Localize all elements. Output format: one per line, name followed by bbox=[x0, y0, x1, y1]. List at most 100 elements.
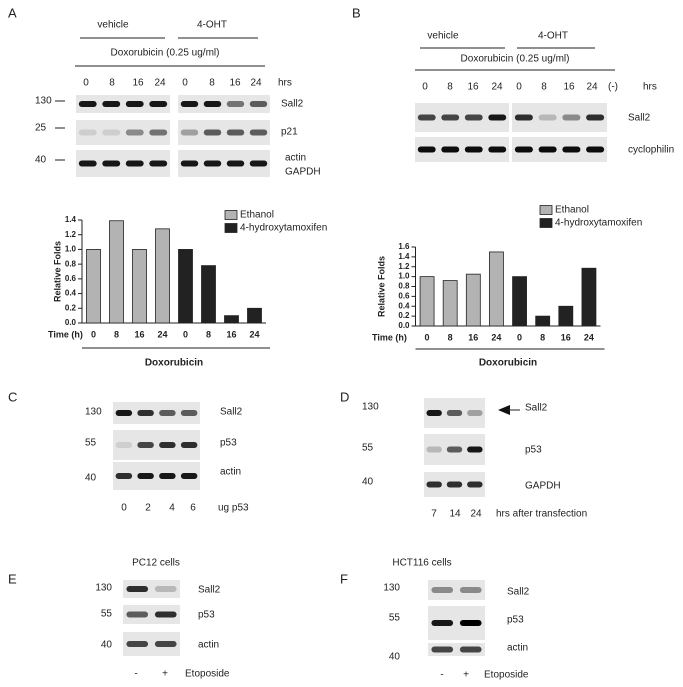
bar bbox=[465, 273, 481, 327]
panel-lanes: - bbox=[134, 669, 137, 680]
x-tick-label: 24 bbox=[491, 332, 501, 342]
blot-band bbox=[78, 101, 97, 107]
blot-band bbox=[464, 146, 483, 153]
x-tick-label: 8 bbox=[206, 329, 211, 339]
x-tick-label: 24 bbox=[584, 332, 594, 342]
blot-band bbox=[431, 587, 454, 593]
blot-band bbox=[180, 129, 199, 136]
blot-row bbox=[428, 580, 485, 600]
panel-letter: B bbox=[352, 5, 361, 20]
panel-lanes: 6 bbox=[190, 503, 196, 514]
blot-band bbox=[125, 129, 144, 136]
x-tick-label: 16 bbox=[468, 332, 478, 342]
bar bbox=[201, 265, 216, 324]
blot-band bbox=[180, 101, 199, 107]
blot-band bbox=[538, 114, 557, 121]
panel-lanes: 16 bbox=[467, 82, 479, 93]
panel-lane-unit: hrs after transfection bbox=[496, 509, 587, 520]
x-tick-label: 24 bbox=[249, 329, 259, 339]
legend-swatch bbox=[539, 218, 553, 228]
blot-band bbox=[249, 129, 268, 136]
x-tick-label: 8 bbox=[114, 329, 119, 339]
panel-lanes: 8 bbox=[109, 78, 115, 89]
panel-treatment: Doxorubicin (0.25 ug/ml) bbox=[111, 48, 220, 59]
blot-band bbox=[126, 586, 149, 592]
x-tick-label: 24 bbox=[157, 329, 167, 339]
panel-lane-unit: ug p53 bbox=[218, 503, 249, 514]
panel-markers: 40 bbox=[35, 155, 47, 166]
y-tick-label: 1.2 bbox=[65, 230, 77, 239]
panel-letter: F bbox=[340, 571, 348, 586]
blot-band bbox=[459, 646, 482, 653]
blot-band bbox=[159, 410, 176, 416]
blot-band bbox=[467, 410, 483, 416]
blot-band bbox=[154, 611, 177, 618]
panel-lanes: (-) bbox=[608, 82, 618, 93]
blot-band bbox=[226, 101, 245, 107]
panel-lane-unit: hrs bbox=[643, 82, 657, 93]
panel-lanes: 2 bbox=[145, 503, 151, 514]
panel-lane-unit: Etoposide bbox=[484, 670, 529, 681]
panel-lanes: 24 bbox=[250, 78, 262, 89]
y-tick-label: 0.0 bbox=[398, 321, 410, 330]
panel-markers: 25 bbox=[35, 123, 47, 134]
blot-band bbox=[249, 101, 268, 107]
panel-letter: E bbox=[8, 571, 17, 586]
blot-band bbox=[203, 160, 222, 167]
bar bbox=[86, 249, 101, 324]
blot-band bbox=[417, 146, 436, 153]
panel-lanes: 16 bbox=[563, 82, 575, 93]
legend-swatch bbox=[224, 210, 238, 220]
blot-band bbox=[137, 442, 154, 448]
panel-lanes: 8 bbox=[209, 78, 215, 89]
blot-band bbox=[115, 473, 133, 479]
y-tick-label: 1.4 bbox=[398, 252, 410, 261]
blot-band bbox=[149, 101, 168, 107]
blot-row bbox=[123, 605, 180, 624]
blot-band bbox=[159, 442, 176, 448]
blot-band bbox=[203, 101, 222, 107]
panel-lanes: 0 bbox=[182, 78, 188, 89]
x-tick-label: 16 bbox=[561, 332, 571, 342]
blot-band bbox=[426, 446, 442, 453]
bar bbox=[558, 305, 574, 327]
blot-band bbox=[441, 114, 460, 121]
panel-lanes: 24 bbox=[491, 82, 503, 93]
x-tick-label: 16 bbox=[134, 329, 144, 339]
y-tick-label: 0.6 bbox=[398, 291, 410, 300]
blot-band bbox=[102, 129, 121, 136]
group-label: Doxorubicin bbox=[479, 358, 537, 369]
blot-band bbox=[78, 129, 97, 136]
panel-lane-unit: hrs bbox=[278, 78, 292, 89]
blot-band bbox=[586, 146, 605, 153]
panel-markers: 130 bbox=[362, 402, 379, 413]
bar bbox=[224, 315, 239, 324]
panel-groups: vehicle bbox=[97, 20, 129, 31]
panel-bands: Sall2 bbox=[525, 403, 548, 414]
y-tick-label: 1.6 bbox=[398, 242, 410, 251]
y-tick-label: 1.4 bbox=[65, 215, 77, 224]
blot-band bbox=[203, 129, 222, 136]
panel-markers: 55 bbox=[362, 443, 374, 454]
panel-lanes: 8 bbox=[447, 82, 453, 93]
panel-lanes: - bbox=[440, 670, 443, 681]
bar bbox=[247, 307, 262, 324]
blot-band bbox=[514, 146, 533, 153]
legend-swatch bbox=[224, 223, 238, 233]
y-tick-label: 1.0 bbox=[65, 245, 77, 254]
panel-bands: GAPDH bbox=[285, 167, 321, 178]
blot-band bbox=[126, 611, 149, 618]
panel-markers: 40 bbox=[101, 640, 113, 651]
blot-band bbox=[488, 146, 507, 153]
x-tick-label: 0 bbox=[517, 332, 522, 342]
blot-band bbox=[154, 641, 177, 647]
panel-lanes: + bbox=[463, 670, 469, 681]
panel-markers: 130 bbox=[95, 583, 112, 594]
panel-lanes: 24 bbox=[586, 82, 598, 93]
panel-groups: 4-OHT bbox=[197, 20, 227, 31]
legend-swatch bbox=[539, 205, 553, 215]
x-axis-label: Time (h) bbox=[48, 329, 83, 339]
panel-lane-unit: Etoposide bbox=[185, 669, 230, 680]
panel-cells: PC12 cells bbox=[132, 558, 180, 569]
panel-bands: p53 bbox=[220, 438, 237, 449]
